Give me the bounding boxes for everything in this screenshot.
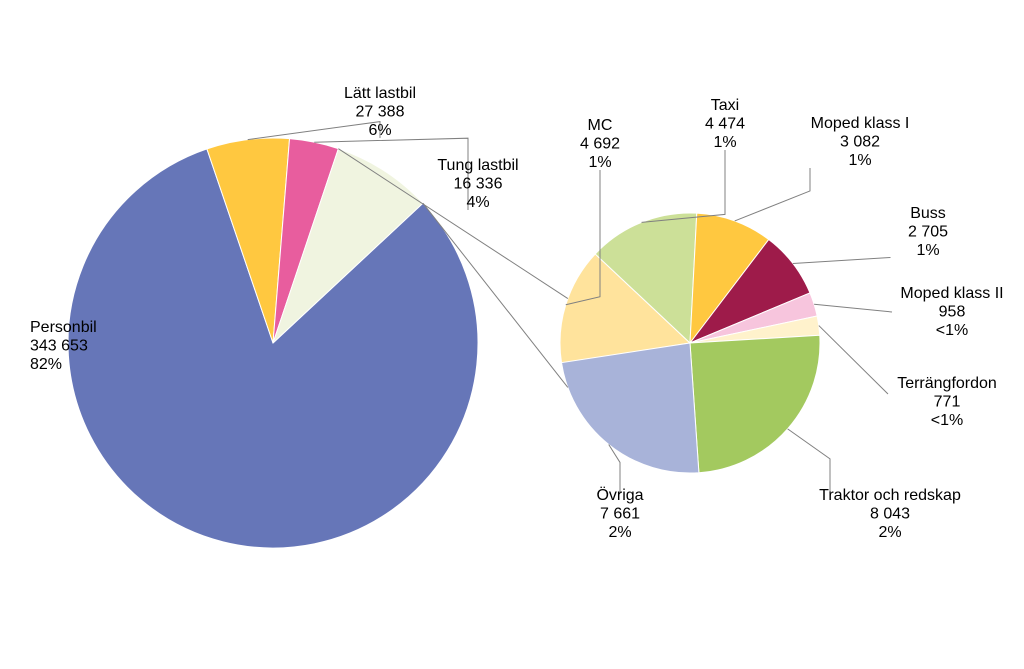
leader-latt-lastbil <box>248 122 380 140</box>
label-terrang: Terrängfordon771<1% <box>897 375 997 429</box>
label-ovriga: Övriga7 6612% <box>596 486 643 541</box>
leader-moped2 <box>814 304 892 312</box>
label-traktor: Traktor och redskap8 0432% <box>819 487 961 541</box>
label-tung-lastbil: Tung lastbil16 3364% <box>437 157 518 211</box>
label-latt-lastbil: Lätt lastbil27 3886% <box>344 85 416 139</box>
leader-terrang <box>819 326 888 394</box>
label-buss: Buss2 7051% <box>908 205 948 259</box>
leader-taxi <box>641 150 725 222</box>
label-taxi: Taxi4 4741% <box>705 97 745 151</box>
slice-traktor <box>690 335 820 472</box>
label-moped1: Moped klass I3 0821% <box>811 115 910 169</box>
pie-of-pie-chart: Personbil343 65382%Lätt lastbil27 3886%T… <box>0 0 1024 669</box>
leader-traktor <box>788 429 830 494</box>
slice-ovriga_detail <box>561 343 698 473</box>
detail-pie <box>560 213 820 473</box>
leader-moped1 <box>735 168 810 221</box>
label-moped2: Moped klass II958<1% <box>900 285 1003 339</box>
label-mc: MC4 6921% <box>580 117 620 171</box>
leader-buss <box>793 258 890 264</box>
